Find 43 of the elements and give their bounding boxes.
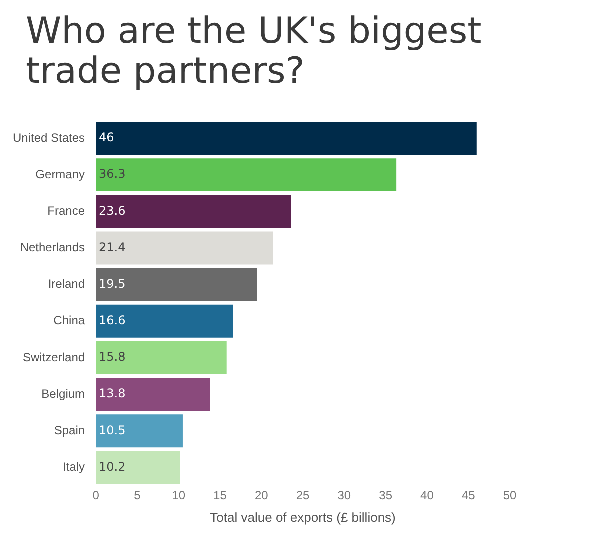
x-axis-title: Total value of exports (£ billions) xyxy=(210,510,396,525)
x-tick-label: 25 xyxy=(296,488,310,503)
bar xyxy=(96,232,274,265)
x-tick-label: 5 xyxy=(134,488,142,503)
data-label: 10.2 xyxy=(99,460,126,474)
x-tick-label: 50 xyxy=(503,488,517,503)
data-label: 19.5 xyxy=(99,276,126,291)
y-tick-label: United States xyxy=(12,130,86,145)
y-tick-label: France xyxy=(48,204,86,218)
x-tick-label: 0 xyxy=(92,488,100,503)
y-tick-label: Switzerland xyxy=(23,350,86,364)
y-tick-label: China xyxy=(54,314,86,328)
x-tick-label: 35 xyxy=(379,488,393,503)
data-label: 21.4 xyxy=(99,240,126,254)
x-tick-label: 45 xyxy=(462,488,476,503)
bar xyxy=(96,342,227,374)
y-tick-label: Belgium xyxy=(42,386,86,401)
bar xyxy=(96,378,210,412)
data-label: 36.3 xyxy=(99,167,126,182)
data-label: 13.8 xyxy=(99,386,126,401)
y-tick-label: Italy xyxy=(63,460,86,474)
data-label: 16.6 xyxy=(99,314,126,328)
chart-title: Who are the UK's biggest trade partners? xyxy=(26,11,483,92)
bar xyxy=(96,122,477,155)
bar xyxy=(96,304,234,338)
y-tick-label: Germany xyxy=(36,167,86,182)
bar xyxy=(96,195,292,228)
data-label: 15.8 xyxy=(99,350,126,364)
y-tick-label: Netherlands xyxy=(20,240,86,255)
x-tick-label: 10 xyxy=(172,488,186,503)
bar xyxy=(96,268,258,302)
bar xyxy=(96,158,397,192)
x-tick-label: 15 xyxy=(214,488,228,503)
data-label: 46 xyxy=(99,130,114,145)
data-label: 10.5 xyxy=(99,423,126,438)
y-tick-label: Spain xyxy=(54,423,86,438)
x-tick-label: 20 xyxy=(254,488,269,503)
bar xyxy=(96,414,183,448)
x-tick-label: 30 xyxy=(338,488,352,503)
x-tick-label: 40 xyxy=(420,488,434,503)
data-label: 23.6 xyxy=(99,204,126,218)
y-tick-label: Ireland xyxy=(48,277,86,292)
bar xyxy=(96,451,180,484)
